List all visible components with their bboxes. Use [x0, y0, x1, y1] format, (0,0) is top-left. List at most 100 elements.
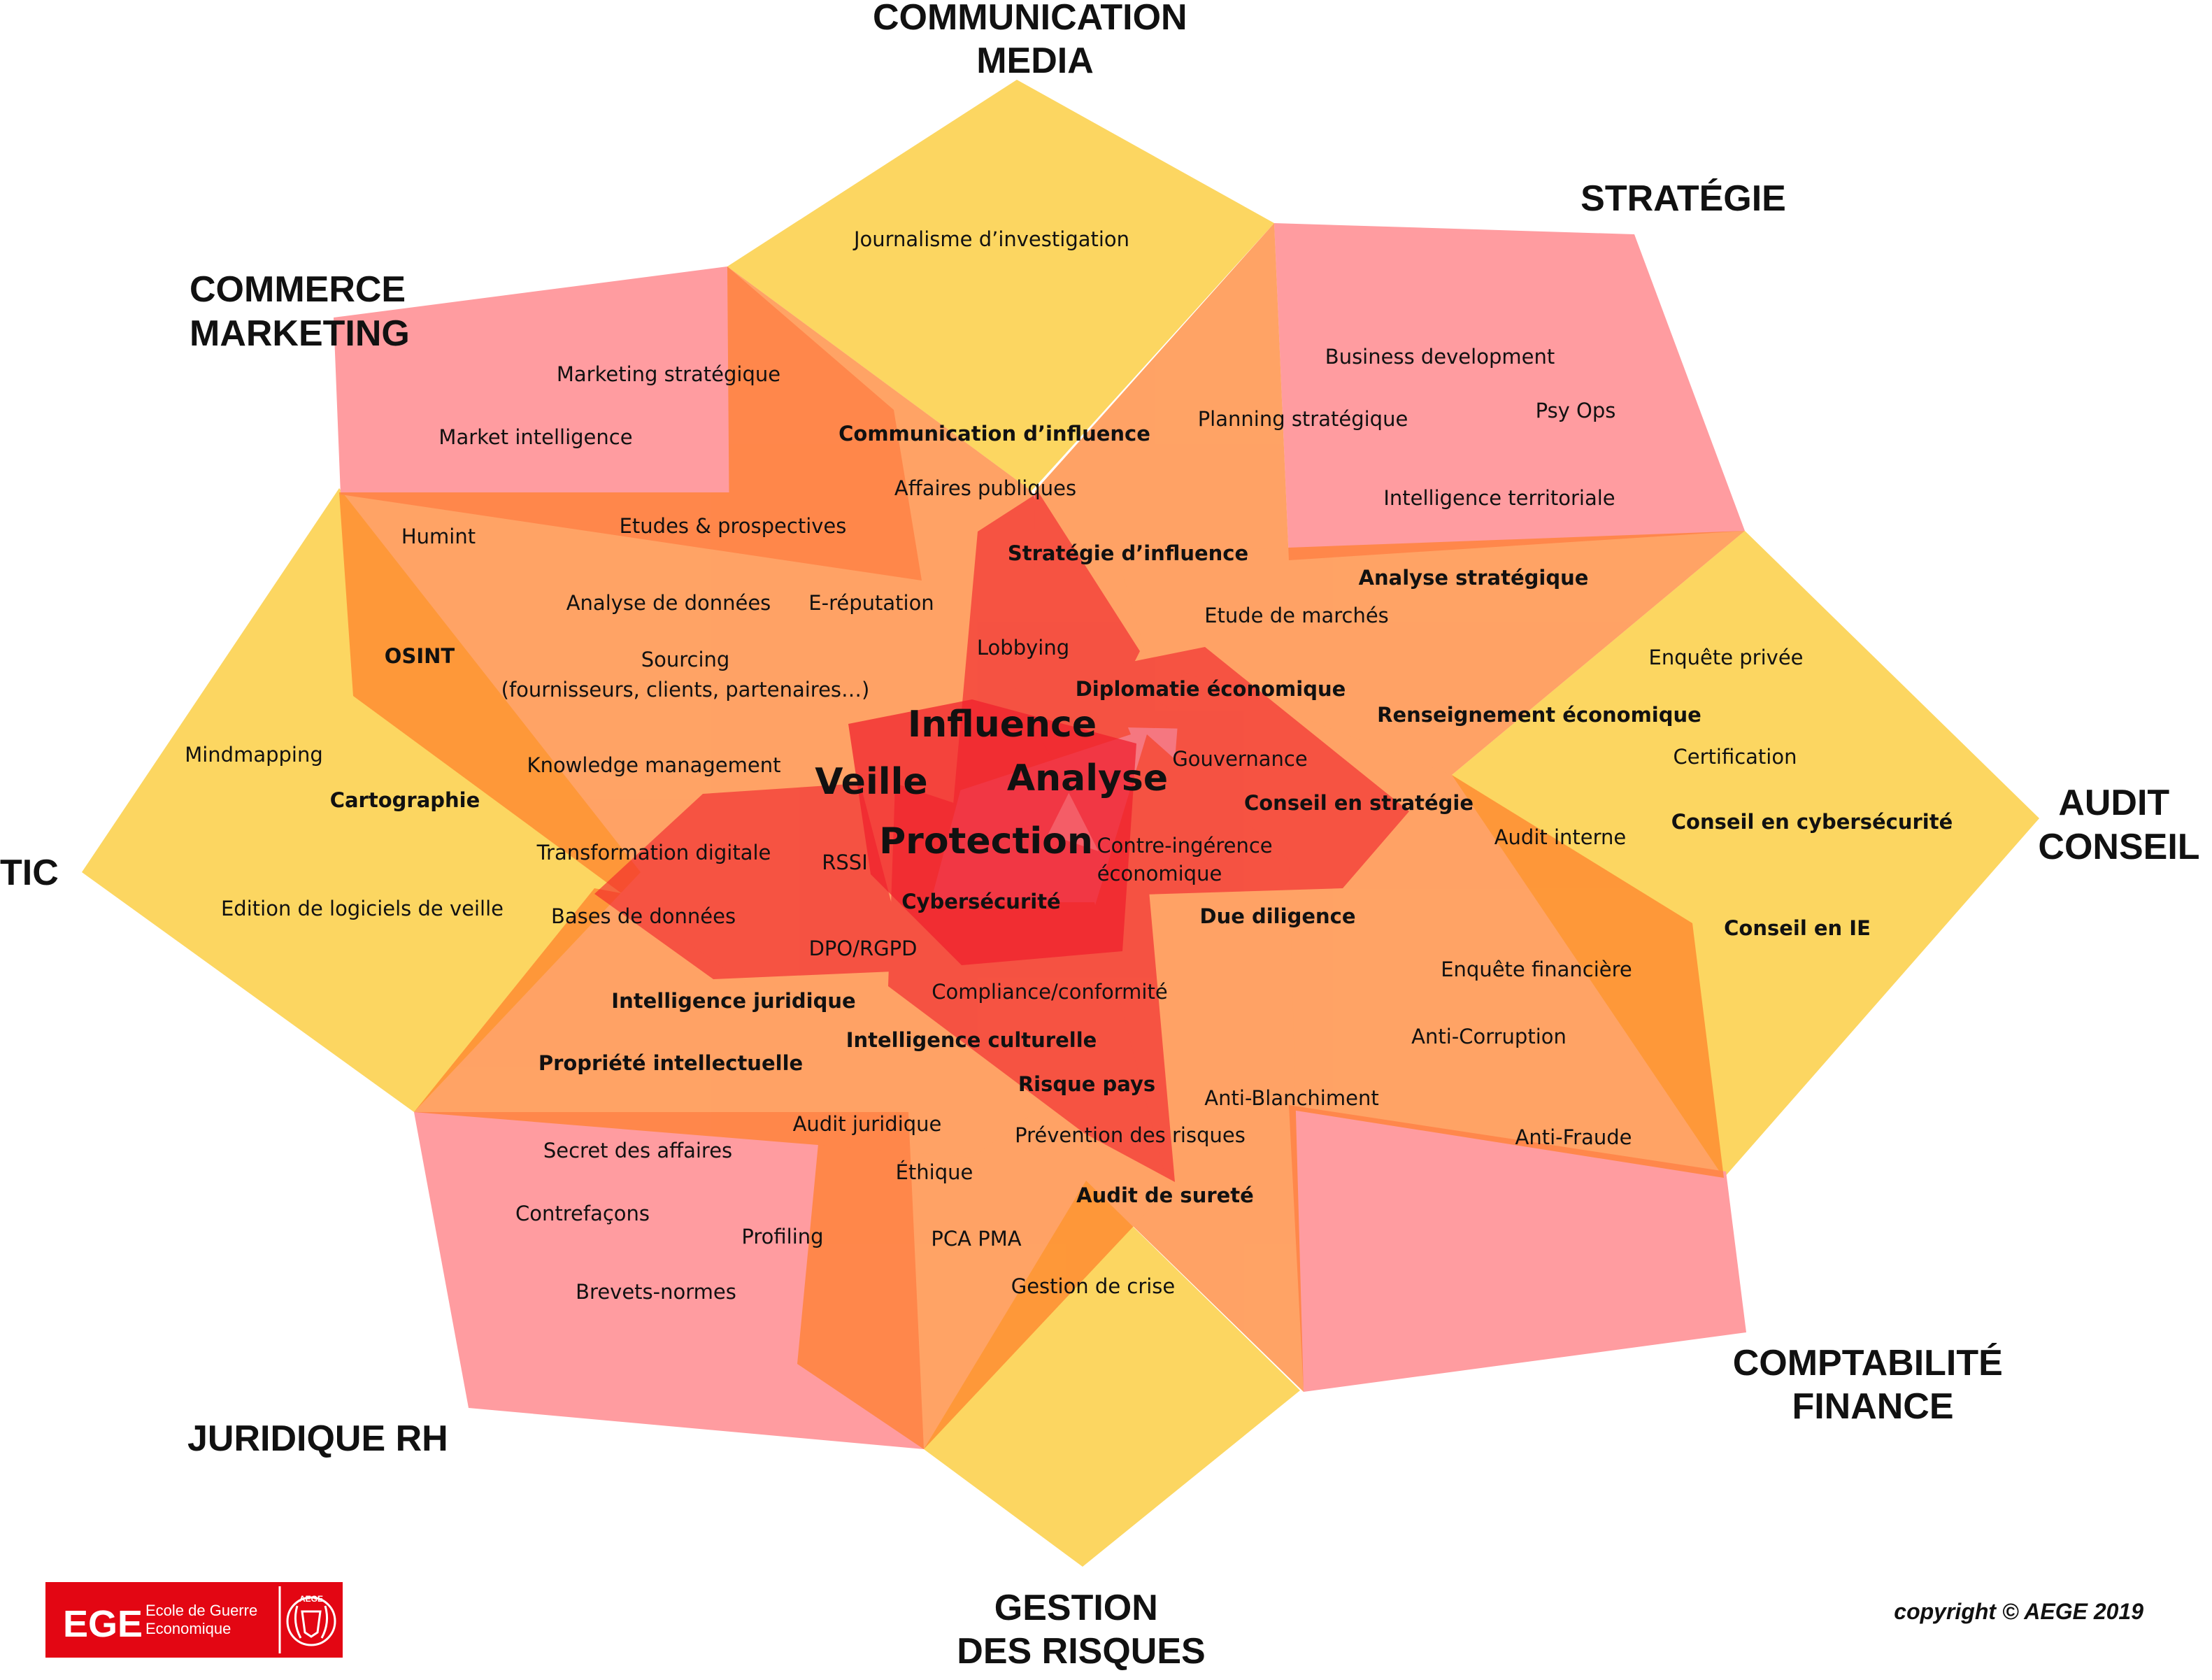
- skill-label: Conseil en stratégie: [1244, 791, 1474, 815]
- skill-label: Edition de logiciels de veille: [221, 897, 504, 920]
- core-analyse: Analyse: [1007, 757, 1168, 799]
- skill-label: Intelligence territoriale: [1383, 486, 1615, 510]
- logo-acronym: EGE: [63, 1603, 143, 1645]
- domain-line: CONSEIL: [2038, 827, 2199, 867]
- skill-label: Humint: [401, 525, 476, 548]
- skill-label: Secret des affaires: [543, 1139, 732, 1162]
- core-overlap-veille: [594, 783, 909, 979]
- skill-label: Cybersécurité: [901, 890, 1060, 913]
- skill-label: Bases de données: [551, 904, 736, 928]
- skill-label: Business development: [1325, 345, 1555, 369]
- skill-label: Psy Ops: [1536, 399, 1616, 422]
- domain-line: COMPTABILITÉ: [1733, 1343, 2003, 1383]
- skill-label: Analyse stratégique: [1359, 566, 1589, 590]
- domain-line: MARKETING: [190, 313, 410, 354]
- domain-line: STRATÉGIE: [1580, 178, 1786, 219]
- skill-label: Enquête financière: [1441, 958, 1632, 981]
- skill-label: PCA PMA: [931, 1227, 1021, 1251]
- skill-label: Anti-Corruption: [1411, 1025, 1567, 1048]
- domain-gestion-risques: GESTION DES RISQUES: [957, 1588, 1205, 1672]
- domain-line: MEDIA: [976, 41, 1094, 81]
- skill-label: Analyse de données: [566, 591, 771, 615]
- skill-label: Diplomatie économique: [1076, 677, 1346, 701]
- skill-label: Prévention des risques: [1015, 1123, 1246, 1147]
- skill-label: Risque pays: [1018, 1072, 1155, 1096]
- domain-commerce-marketing: COMMERCE MARKETING: [190, 269, 416, 354]
- skill-label: Gestion de crise: [1011, 1274, 1176, 1298]
- skill-label: Affaires publiques: [894, 476, 1076, 500]
- skill-label: Audit juridique: [793, 1112, 942, 1136]
- skill-label: Knowledge management: [527, 753, 781, 777]
- skill-label: Stratégie d’influence: [1008, 541, 1248, 565]
- skill-label: Market intelligence: [438, 425, 632, 449]
- logo-school-line-1: Ecole de Guerre: [145, 1602, 257, 1619]
- skill-labels: Journalisme d’investigation Marketing st…: [185, 227, 1953, 1304]
- petal-audit-conseil: [1452, 531, 2039, 1178]
- skill-label: E-réputation: [808, 591, 934, 615]
- skill-label: Propriété intellectuelle: [538, 1051, 803, 1075]
- skill-label: Renseignement économique: [1377, 703, 1701, 727]
- logo-school-line-2: Economique: [145, 1620, 231, 1637]
- domain-line: TIC: [0, 853, 59, 893]
- domain-line: COMMUNICATION: [873, 0, 1187, 38]
- petal-tic: [82, 488, 641, 1112]
- domain-line: FINANCE: [1792, 1386, 1953, 1427]
- core-influence: Influence: [908, 704, 1097, 746]
- domain-line: JURIDIQUE RH: [187, 1418, 448, 1459]
- skill-label: Marketing stratégique: [557, 362, 780, 386]
- skill-label: Anti-Fraude: [1515, 1125, 1632, 1149]
- skill-label: Etude de marchés: [1204, 604, 1389, 627]
- skill-label: Planning stratégique: [1198, 407, 1408, 431]
- petal-gestion-risques: [924, 1181, 1300, 1567]
- domain-tic: TIC: [0, 853, 59, 893]
- skill-label: Profiling: [741, 1225, 823, 1248]
- skill-label: Communication d’influence: [839, 422, 1150, 446]
- skill-label: Transformation digitale: [536, 841, 771, 864]
- skill-label: Intelligence juridique: [611, 989, 855, 1013]
- skill-label: Contrefaçons: [515, 1202, 650, 1225]
- domain-line: DES RISQUES: [957, 1631, 1205, 1672]
- core-protection: Protection: [879, 820, 1093, 862]
- domain-audit-conseil: AUDIT CONSEIL: [2038, 783, 2199, 867]
- skill-label: Lobbying: [977, 636, 1069, 660]
- skill-label: Conseil en cybersécurité: [1671, 810, 1953, 834]
- petal-strategie: [1274, 223, 1745, 560]
- skill-label: Sourcing: [641, 648, 730, 671]
- skill-label: Gouvernance: [1172, 747, 1307, 771]
- skill-label: économique: [1097, 862, 1222, 885]
- skill-label: Intelligence culturelle: [846, 1028, 1097, 1052]
- skill-label: Audit de sureté: [1076, 1183, 1254, 1207]
- skill-label: Compliance/conformité: [932, 980, 1167, 1004]
- skill-label: Etudes & prospectives: [620, 514, 847, 538]
- skill-label: Cartographie: [330, 788, 480, 812]
- domain-comptabilite-finance: COMPTABILITÉ FINANCE: [1733, 1343, 2013, 1427]
- domain-line: AUDIT: [2058, 783, 2169, 823]
- skill-label: (fournisseurs, clients, partenaires…): [501, 678, 870, 702]
- core-veille: Veille: [815, 761, 927, 803]
- skill-label: Enquête privée: [1649, 646, 1804, 669]
- skill-label: Conseil en IE: [1724, 916, 1871, 940]
- skill-label: Mindmapping: [185, 743, 323, 767]
- logo-background: [45, 1582, 343, 1658]
- domain-strategie: STRATÉGIE: [1580, 178, 1786, 219]
- skill-label: RSSI: [822, 850, 868, 874]
- skill-label: Contre-ingérence: [1097, 834, 1272, 857]
- petal-comptabilite-finance: [1289, 1105, 1746, 1392]
- skill-label: Audit interne: [1494, 825, 1627, 849]
- core-center: [848, 699, 1136, 965]
- laurel-crest-icon: AEGE: [286, 1594, 336, 1646]
- skill-label: Journalisme d’investigation: [852, 227, 1129, 251]
- skill-label: OSINT: [385, 644, 455, 668]
- domain-communication-media: COMMUNICATION MEDIA: [873, 0, 1197, 81]
- skill-label: Brevets-normes: [576, 1280, 736, 1304]
- copyright-notice: copyright © AEGE 2019: [1894, 1599, 2143, 1624]
- petal-communication-media: [727, 80, 1274, 491]
- skill-label: Due diligence: [1200, 904, 1356, 928]
- skill-label: Anti-Blanchiment: [1204, 1086, 1378, 1110]
- logo-badge-text: AEGE: [299, 1594, 323, 1604]
- domain-juridique-rh: JURIDIQUE RH: [187, 1418, 448, 1459]
- domain-line: COMMERCE: [190, 269, 406, 310]
- petal-juridique-rh: [414, 1112, 924, 1449]
